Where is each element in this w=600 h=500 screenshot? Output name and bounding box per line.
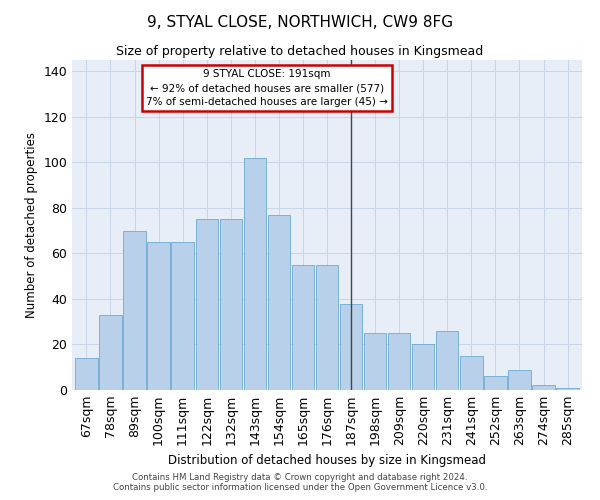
X-axis label: Distribution of detached houses by size in Kingsmead: Distribution of detached houses by size …	[168, 454, 486, 466]
Text: Contains HM Land Registry data © Crown copyright and database right 2024.
Contai: Contains HM Land Registry data © Crown c…	[113, 473, 487, 492]
Bar	[292, 265, 314, 390]
Bar	[268, 215, 290, 390]
Bar	[148, 242, 170, 390]
Text: Size of property relative to detached houses in Kingsmead: Size of property relative to detached ho…	[116, 45, 484, 58]
Bar	[388, 333, 410, 390]
Bar	[364, 333, 386, 390]
Bar	[244, 158, 266, 390]
Bar	[484, 376, 506, 390]
Bar	[556, 388, 579, 390]
Bar	[75, 358, 98, 390]
Bar	[316, 265, 338, 390]
Bar	[124, 230, 146, 390]
Bar	[436, 331, 458, 390]
Text: 9 STYAL CLOSE: 191sqm
← 92% of detached houses are smaller (577)
7% of semi-deta: 9 STYAL CLOSE: 191sqm ← 92% of detached …	[146, 69, 388, 107]
Bar	[196, 220, 218, 390]
Bar	[532, 386, 554, 390]
Bar	[460, 356, 482, 390]
Bar	[412, 344, 434, 390]
Text: 9, STYAL CLOSE, NORTHWICH, CW9 8FG: 9, STYAL CLOSE, NORTHWICH, CW9 8FG	[147, 15, 453, 30]
Bar	[340, 304, 362, 390]
Bar	[220, 220, 242, 390]
Bar	[100, 315, 122, 390]
Y-axis label: Number of detached properties: Number of detached properties	[25, 132, 38, 318]
Bar	[172, 242, 194, 390]
Bar	[508, 370, 530, 390]
